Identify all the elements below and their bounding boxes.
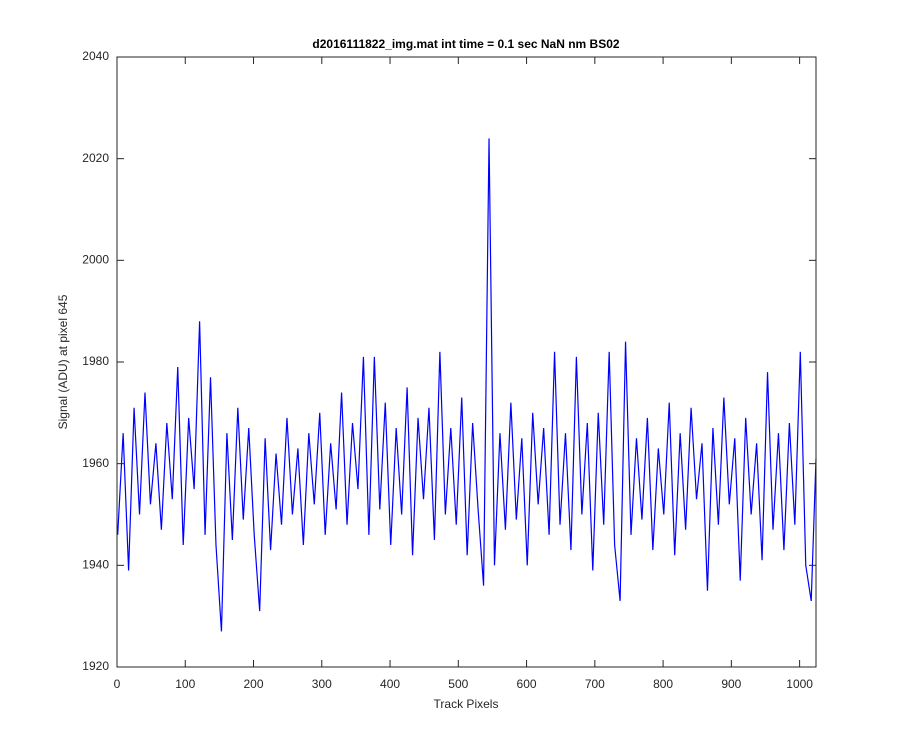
x-tick-label: 300 xyxy=(312,677,332,691)
y-tick-label: 2000 xyxy=(82,253,109,267)
x-tick-label: 600 xyxy=(517,677,537,691)
x-tick-label: 800 xyxy=(653,677,673,691)
x-tick-label: 400 xyxy=(380,677,400,691)
data-line xyxy=(117,138,817,632)
chart-title: d2016111822_img.mat int time = 0.1 sec N… xyxy=(312,37,619,51)
y-tick-label: 1980 xyxy=(82,354,109,368)
x-tick-label: 700 xyxy=(585,677,605,691)
x-tick-label: 1000 xyxy=(786,677,813,691)
y-axis-label: Signal (ADU) at pixel 645 xyxy=(56,294,70,429)
x-tick-label: 500 xyxy=(448,677,468,691)
x-tick-label: 900 xyxy=(721,677,741,691)
y-tick-label: 1940 xyxy=(82,558,109,572)
y-tick-label: 2040 xyxy=(82,49,109,63)
y-tick-label: 1920 xyxy=(82,659,109,673)
x-tick-label: 200 xyxy=(244,677,264,691)
y-tick-label: 2020 xyxy=(82,151,109,165)
x-tick-label: 100 xyxy=(175,677,195,691)
y-tick-label: 1960 xyxy=(82,456,109,470)
x-axis-label: Track Pixels xyxy=(434,697,499,711)
x-tick-label: 0 xyxy=(114,677,121,691)
